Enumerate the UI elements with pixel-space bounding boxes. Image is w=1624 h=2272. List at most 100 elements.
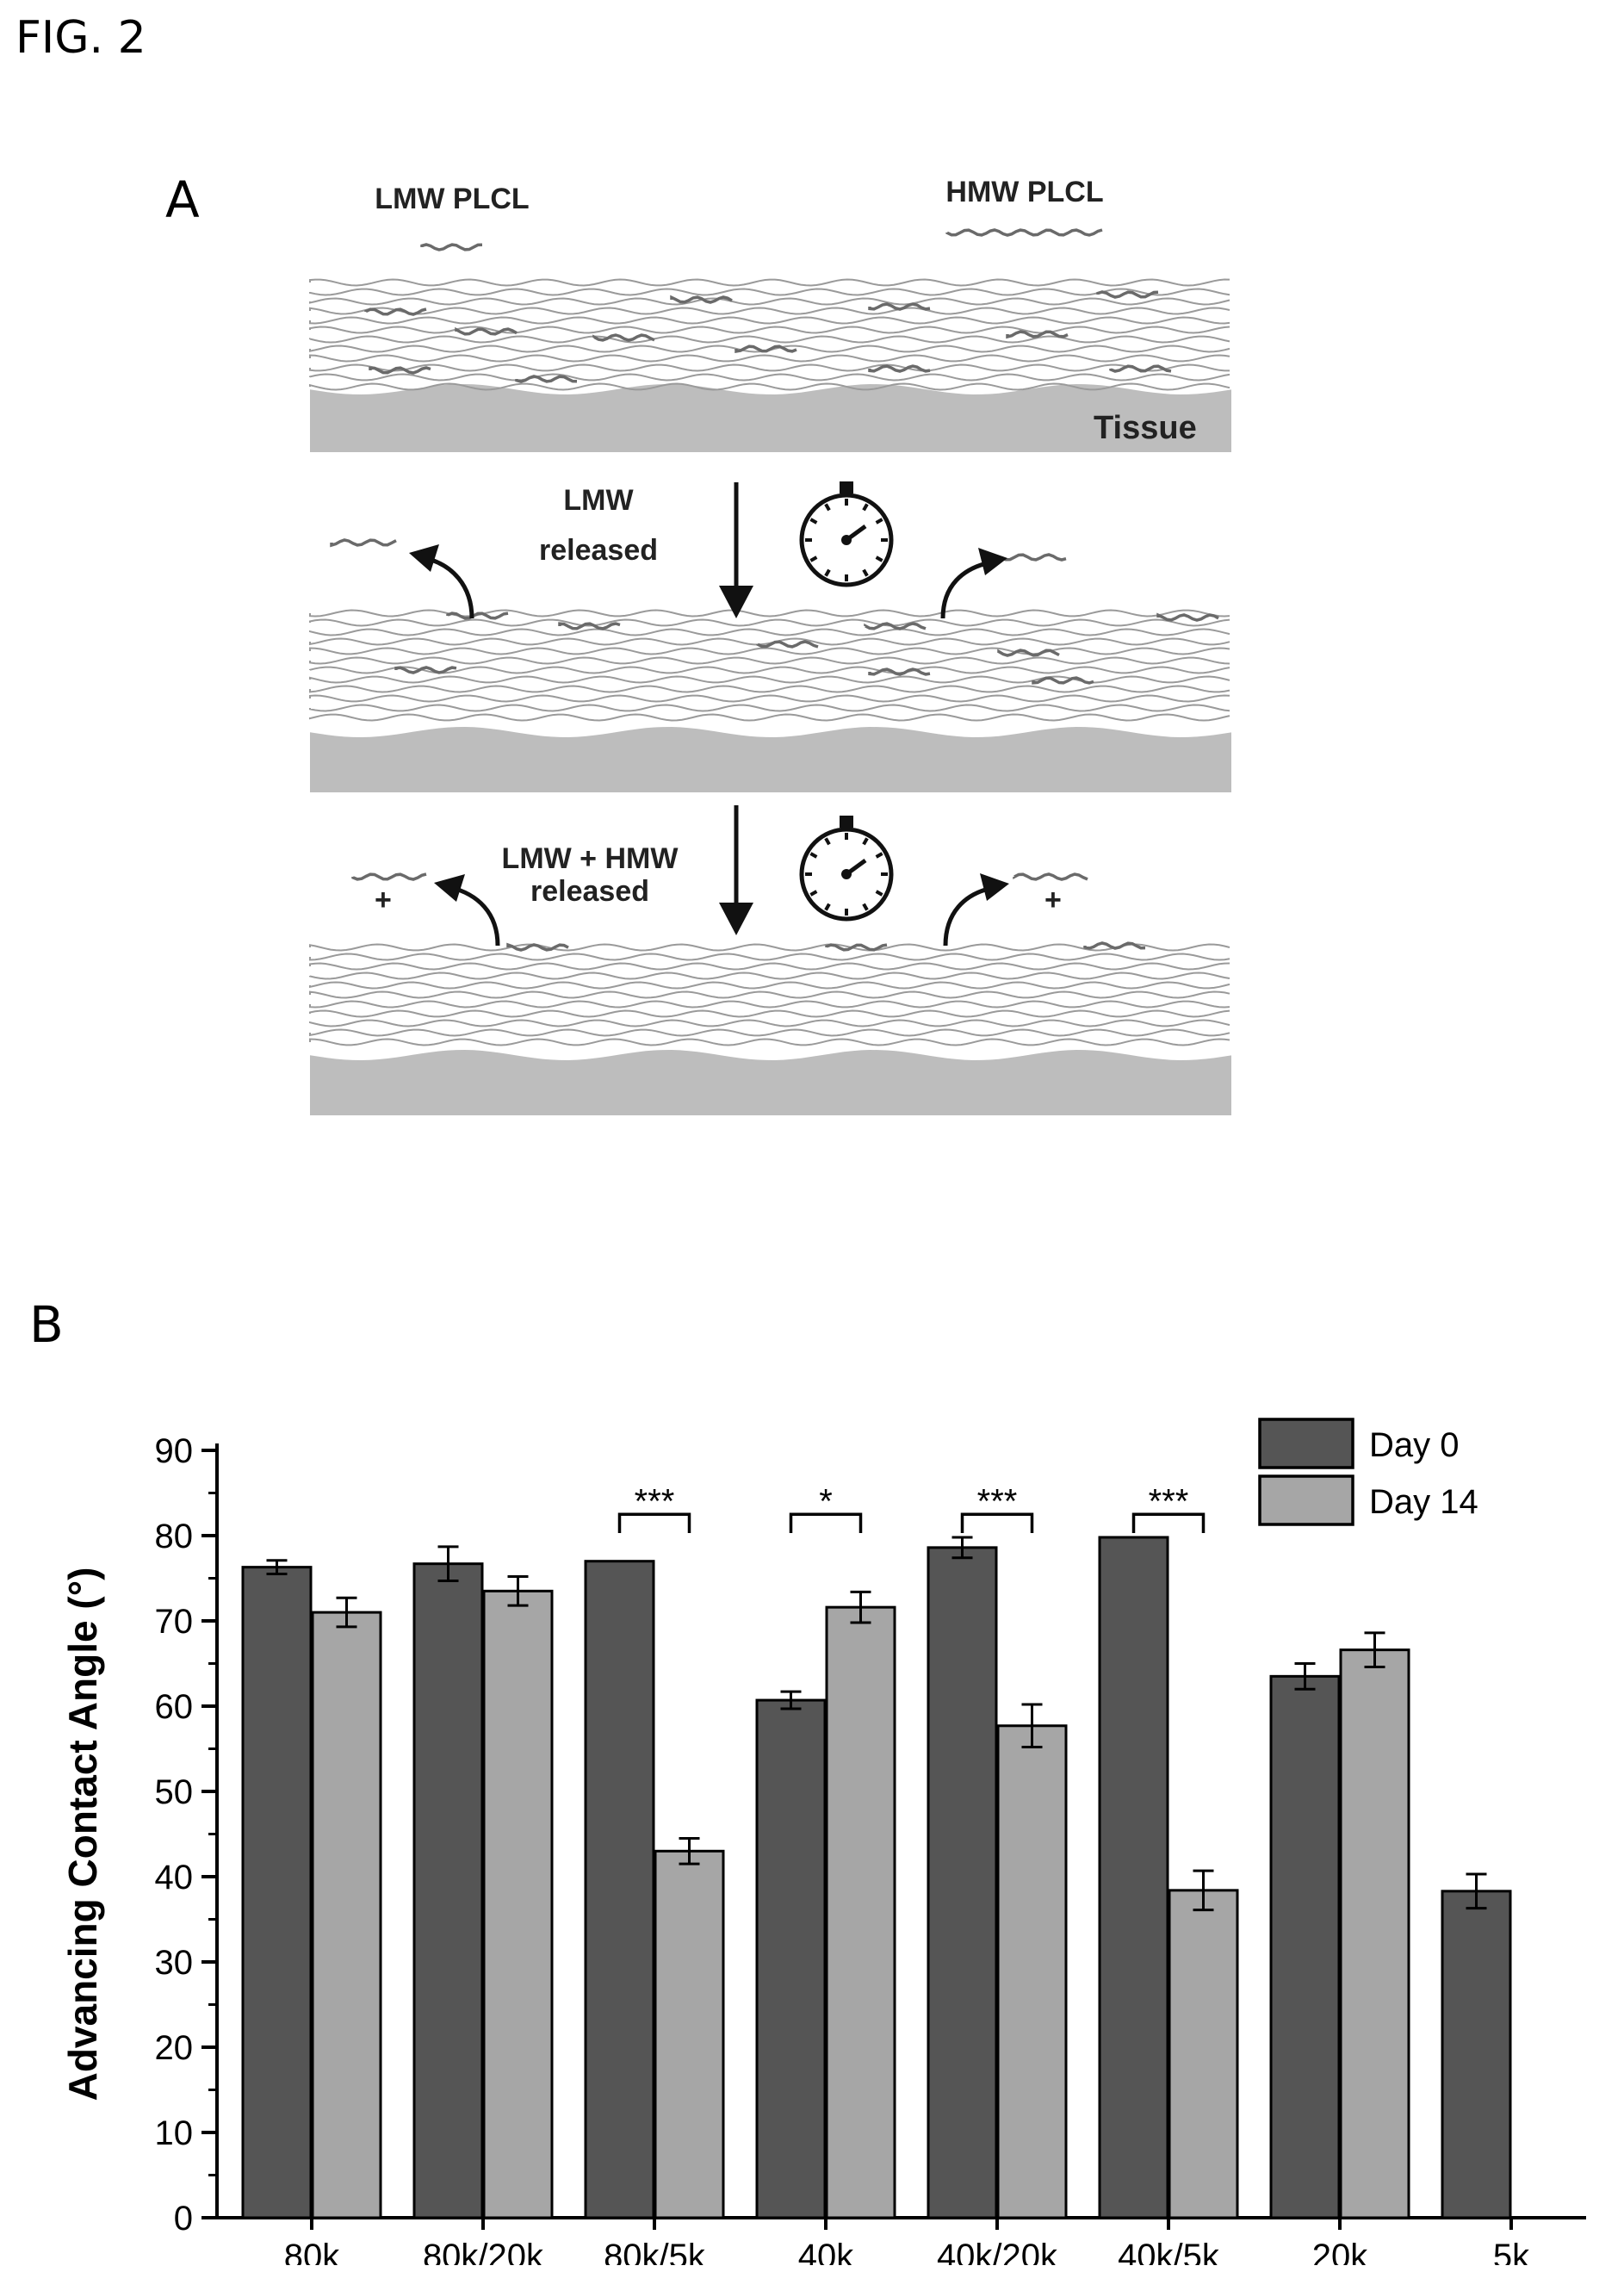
hmw-chain bbox=[945, 228, 1103, 237]
lmw-chain bbox=[1096, 290, 1159, 299]
polymer-fiber bbox=[309, 354, 1230, 363]
y-tick-label: 40 bbox=[155, 1859, 194, 1896]
x-tick-label: 80k/5k bbox=[604, 2238, 706, 2265]
bar-day-14 bbox=[482, 1589, 554, 2219]
x-tick-label: 5k bbox=[1493, 2238, 1530, 2265]
lmw-chain bbox=[455, 326, 518, 336]
y-tick-label: 0 bbox=[174, 2200, 193, 2238]
tissue-layer bbox=[310, 384, 1231, 452]
lmw-chain bbox=[446, 611, 509, 620]
x-tick-label: 80k bbox=[284, 2238, 340, 2265]
legend-label: Day 14 bbox=[1369, 1483, 1478, 1521]
legend-swatch bbox=[1258, 1418, 1354, 1469]
polymer-fiber bbox=[309, 971, 1230, 980]
release-diagram bbox=[309, 228, 1231, 1115]
contact-angle-chart: 0 10 20 30 40 50 60 70 80 90 Advancing Contact Ang… bbox=[60, 1418, 1586, 2265]
polymer-fiber bbox=[309, 297, 1230, 306]
bar-day-14 bbox=[996, 1724, 1068, 2219]
y-tick-label: 50 bbox=[155, 1773, 194, 1811]
significance-label: *** bbox=[1149, 1482, 1189, 1520]
lmw-chain bbox=[394, 666, 457, 674]
plus-symbol-left: + bbox=[375, 884, 392, 916]
tissue-label: Tissue bbox=[1094, 410, 1197, 446]
lmw-chain bbox=[558, 622, 621, 630]
hmw-plcl-label: HMW PLCL bbox=[945, 176, 1104, 208]
significance-bracket bbox=[617, 1512, 691, 1534]
stopwatch-icon bbox=[799, 481, 894, 587]
y-axis-label: Advancing Contact Angle (°) bbox=[60, 1567, 105, 2101]
hmw-chain bbox=[351, 872, 427, 881]
lmw-chain bbox=[868, 302, 931, 311]
curved-arrow-icon bbox=[940, 548, 1007, 619]
y-tick-label: 90 bbox=[155, 1432, 194, 1470]
curved-arrow-icon bbox=[943, 873, 1009, 947]
lmw-chain bbox=[735, 345, 797, 353]
y-tick-label: 80 bbox=[155, 1518, 194, 1555]
polymer-fiber bbox=[309, 1019, 1230, 1027]
polymer-fiber bbox=[309, 675, 1230, 684]
lmw-chain bbox=[997, 649, 1060, 657]
y-tick-label: 20 bbox=[155, 2029, 194, 2067]
tissue-layer bbox=[310, 727, 1231, 792]
polymer-fiber bbox=[309, 962, 1230, 971]
hmw-chain bbox=[1013, 872, 1088, 881]
lmw-chain bbox=[506, 942, 569, 952]
arrow-down-icon bbox=[719, 903, 753, 935]
polymer-fiber bbox=[309, 704, 1230, 712]
y-tick-label: 70 bbox=[155, 1603, 194, 1641]
polymer-fiber bbox=[309, 618, 1230, 627]
polymer-fiber bbox=[309, 943, 1230, 952]
lmw-chain bbox=[1032, 676, 1094, 685]
polymer-fiber bbox=[309, 335, 1230, 344]
significance-label: * bbox=[819, 1482, 833, 1520]
polymer-fiber bbox=[309, 1038, 1230, 1046]
lmw-chain bbox=[1006, 330, 1069, 339]
lmw-chain bbox=[864, 622, 927, 630]
step2-label-line2: released bbox=[530, 875, 649, 908]
lmw-plcl-label: LMW PLCL bbox=[375, 183, 530, 215]
bar-day-14 bbox=[654, 1849, 725, 2219]
polymer-fiber bbox=[309, 666, 1230, 674]
x-tick-label: 20k bbox=[1312, 2238, 1368, 2265]
bar-day-14 bbox=[311, 1611, 382, 2219]
x-tick-label: 40k/20k bbox=[937, 2238, 1058, 2265]
bar-day-0 bbox=[412, 1562, 484, 2219]
polymer-fiber bbox=[309, 1000, 1230, 1009]
lmw-chain bbox=[515, 375, 578, 383]
polymer-fiber bbox=[309, 326, 1230, 334]
polymer-fiber bbox=[309, 1028, 1230, 1037]
bar-day-0 bbox=[584, 1560, 655, 2219]
legend-swatch bbox=[1258, 1474, 1354, 1526]
curved-arrow-icon bbox=[434, 874, 500, 947]
significance-bracket bbox=[1131, 1512, 1206, 1534]
significance-label: *** bbox=[635, 1482, 675, 1520]
y-tick-label: 10 bbox=[155, 2114, 194, 2152]
lmw-chain bbox=[330, 538, 397, 548]
polymer-fiber bbox=[309, 628, 1230, 636]
x-tick-label: 40k/5k bbox=[1118, 2238, 1220, 2265]
stopwatch-icon bbox=[799, 816, 894, 922]
bar-day-14 bbox=[1168, 1889, 1239, 2219]
figure-title: FIG. 2 bbox=[15, 12, 146, 64]
polymer-fiber bbox=[309, 685, 1230, 693]
polymer-fiber bbox=[309, 1009, 1230, 1018]
polymer-fiber bbox=[309, 373, 1230, 382]
lmw-chain bbox=[1083, 941, 1146, 950]
lmw-chain bbox=[1000, 553, 1067, 562]
polymer-fiber bbox=[309, 363, 1230, 372]
polymer-fiber bbox=[309, 316, 1230, 325]
polymer-fiber bbox=[309, 656, 1230, 665]
bar-day-0 bbox=[927, 1546, 998, 2219]
polymer-fiber bbox=[309, 382, 1230, 391]
polymer-fiber bbox=[309, 981, 1230, 990]
lmw-chain bbox=[868, 364, 931, 373]
bar-day-0 bbox=[1441, 1890, 1512, 2219]
panel-b-letter: B bbox=[29, 1295, 64, 1354]
polymer-fiber bbox=[309, 288, 1230, 296]
x-tick-label: 40k bbox=[798, 2238, 854, 2265]
lmw-chain bbox=[420, 243, 483, 251]
lmw-chain bbox=[670, 295, 733, 304]
lmw-chain bbox=[1156, 612, 1219, 622]
plus-symbol-right: + bbox=[1044, 884, 1062, 916]
step2-label-line1: LMW + HMW bbox=[501, 842, 679, 875]
